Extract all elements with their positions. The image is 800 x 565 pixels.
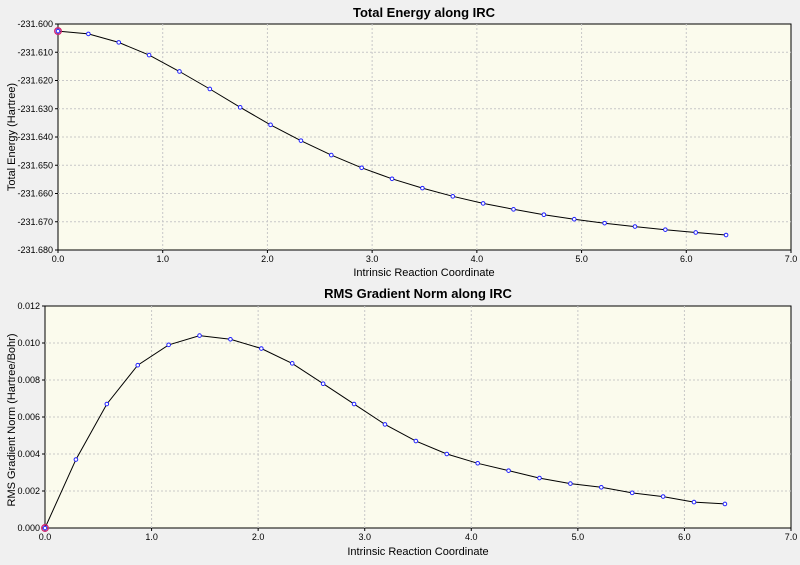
data-point[interactable] [660, 494, 666, 499]
data-point[interactable] [389, 176, 395, 182]
data-point[interactable] [237, 105, 243, 110]
x-tick-label: 5.0 [572, 532, 585, 542]
data-point[interactable] [382, 422, 388, 427]
y-tick-label: 0.006 [17, 412, 40, 422]
y-tick-label: -231.610 [17, 47, 53, 57]
y-tick-label: 0.000 [17, 523, 40, 533]
y-tick-label: 0.010 [17, 338, 40, 348]
data-point[interactable] [691, 499, 697, 505]
data-point[interactable] [86, 31, 91, 37]
y-tick-label: 0.012 [17, 301, 40, 311]
x-tick-label: 3.0 [366, 254, 379, 264]
data-point[interactable] [320, 381, 326, 387]
data-point[interactable] [73, 457, 79, 462]
data-point[interactable] [146, 52, 152, 58]
chart-title: Total Energy along IRC [353, 5, 496, 20]
data-point[interactable] [177, 69, 182, 74]
data-point[interactable] [693, 230, 699, 235]
x-tick-label: 4.0 [465, 532, 478, 542]
data-point[interactable] [329, 152, 334, 158]
plot-area: 0.0 1.0 2.0 3.0 4.0 5.0 6.0 7.0 0.000 0.002 0.004 0… [17, 301, 797, 542]
data-point[interactable] [55, 28, 61, 34]
data-point[interactable] [135, 362, 141, 368]
data-point[interactable] [663, 227, 668, 232]
data-point[interactable] [541, 212, 547, 217]
data-point[interactable] [632, 224, 638, 229]
x-tick-label: 0.0 [39, 532, 52, 542]
y-tick-label: -231.640 [17, 132, 53, 142]
data-point[interactable] [506, 468, 511, 473]
data-point[interactable] [568, 481, 573, 486]
data-point[interactable] [268, 122, 273, 128]
y-axis-label: RMS Gradient Norm (Hartree/Bohr) [6, 334, 18, 507]
x-tick-label: 2.0 [261, 254, 274, 264]
data-point[interactable] [116, 40, 122, 45]
x-tick-label: 0.0 [52, 254, 65, 264]
x-tick-label: 4.0 [471, 254, 484, 264]
data-point[interactable] [359, 165, 364, 171]
data-point[interactable] [197, 333, 202, 338]
x-tick-label: 3.0 [358, 532, 371, 542]
data-point[interactable] [475, 460, 480, 466]
data-point[interactable] [207, 86, 213, 92]
data-point[interactable] [298, 138, 304, 143]
x-axis-label: Intrinsic Reaction Coordinate [353, 267, 494, 279]
y-tick-label: -231.660 [17, 189, 53, 199]
y-tick-label: 0.004 [17, 449, 40, 459]
data-point[interactable] [602, 220, 607, 226]
y-tick-label: -231.620 [17, 76, 53, 86]
total-energy-chart: Total Energy along IRC Intrinsic Reactio… [6, 5, 797, 279]
data-point[interactable] [629, 490, 635, 496]
data-point[interactable] [599, 485, 604, 490]
data-point[interactable] [420, 185, 425, 191]
data-point[interactable] [723, 232, 729, 238]
data-point[interactable] [480, 201, 486, 206]
y-tick-label: -231.670 [17, 217, 53, 227]
y-tick-label: 0.008 [17, 375, 40, 385]
x-tick-label: 1.0 [156, 254, 169, 264]
x-tick-label: 6.0 [678, 532, 691, 542]
selected-point-marker[interactable] [54, 27, 62, 36]
data-point[interactable] [42, 525, 48, 531]
data-point[interactable] [166, 342, 171, 348]
rms-gradient-chart: RMS Gradient Norm along IRC Intrinsic Re… [6, 286, 797, 558]
y-axis-label: Total Energy (Hartree) [6, 83, 18, 191]
selected-point-marker[interactable] [41, 524, 49, 532]
data-point[interactable] [228, 337, 233, 342]
x-tick-label: 2.0 [252, 532, 265, 542]
y-tick-label: 0.002 [17, 486, 40, 496]
plot-area: 0.0 1.0 2.0 3.0 4.0 5.0 6.0 7.0 -231.600 -231.610… [17, 19, 797, 264]
x-tick-label: 5.0 [575, 254, 588, 264]
chart-title: RMS Gradient Norm along IRC [324, 286, 512, 301]
data-point[interactable] [104, 401, 110, 407]
data-point[interactable] [351, 401, 357, 407]
x-tick-label: 7.0 [785, 532, 798, 542]
data-point[interactable] [571, 216, 577, 222]
plot-background [57, 23, 792, 251]
x-tick-label: 1.0 [145, 532, 158, 542]
data-point[interactable] [289, 361, 295, 366]
x-tick-label: 7.0 [785, 254, 798, 264]
x-axis-label: Intrinsic Reaction Coordinate [347, 546, 488, 558]
y-tick-label: -231.630 [17, 104, 53, 114]
y-tick-label: -231.600 [17, 19, 53, 29]
y-tick-label: -231.650 [17, 160, 53, 170]
data-point[interactable] [259, 346, 264, 351]
x-tick-label: 6.0 [680, 254, 693, 264]
y-tick-label: -231.680 [17, 245, 53, 255]
data-point[interactable] [450, 194, 456, 199]
data-point[interactable] [537, 475, 542, 481]
data-point[interactable] [511, 207, 516, 212]
data-point[interactable] [444, 451, 450, 457]
data-point[interactable] [722, 501, 728, 507]
data-point[interactable] [413, 438, 419, 444]
